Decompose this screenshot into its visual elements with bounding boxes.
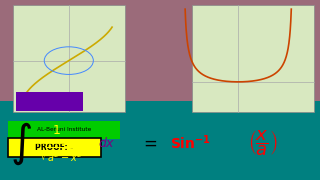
Text: $\mathbf{Sin^{-1}}$: $\mathbf{Sin^{-1}}$ [170,134,211,152]
Text: $\sqrt{a^2 - x^2}$: $\sqrt{a^2 - x^2}$ [39,146,84,165]
FancyBboxPatch shape [8,121,120,139]
Text: $\int$: $\int$ [10,121,32,167]
Text: $dx$: $dx$ [98,136,115,150]
FancyBboxPatch shape [13,5,125,112]
Text: $\left(\dfrac{x}{a}\right)$: $\left(\dfrac{x}{a}\right)$ [248,128,277,158]
FancyBboxPatch shape [0,101,320,180]
FancyBboxPatch shape [16,92,83,111]
FancyBboxPatch shape [8,138,101,157]
Text: PROOF: -: PROOF: - [35,143,74,152]
Text: AL-Beruni Institute: AL-Beruni Institute [37,127,91,132]
Text: $1$: $1$ [52,124,60,137]
Text: $=$: $=$ [140,135,157,152]
FancyBboxPatch shape [192,5,314,112]
